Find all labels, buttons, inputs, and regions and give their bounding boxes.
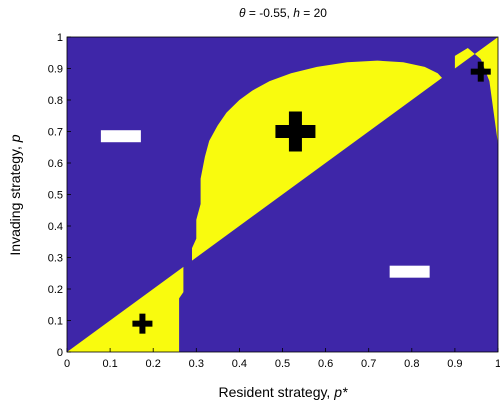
title-h-value: = 20 — [300, 6, 327, 20]
x-tick-label: 0.6 — [318, 358, 333, 370]
plus-marker — [275, 111, 316, 152]
y-tick-label: 0 — [57, 347, 63, 359]
x-tick-label: 0.7 — [361, 358, 376, 370]
y-tick-label: 0.5 — [48, 190, 63, 202]
annotations — [100, 61, 491, 334]
title-theta-symbol: θ — [239, 6, 246, 20]
plus-marker — [132, 313, 153, 334]
y-axis-ticks: 0 0.1 0.2 0.3 0.4 0.5 0.6 0.7 0.8 0.9 1 — [48, 32, 71, 359]
x-tick-label: 0 — [64, 358, 70, 370]
positive-region-upper-right — [454, 37, 498, 145]
minus-marker — [389, 265, 430, 278]
x-tick-label: 0.1 — [102, 358, 117, 370]
chart-title: θ = -0.55, h = 20 — [239, 6, 327, 20]
minus-marker — [100, 130, 141, 143]
x-tick-label: 0.3 — [189, 358, 204, 370]
y-tick-label: 0.6 — [48, 158, 63, 170]
y-tick-label: 1 — [57, 32, 63, 44]
y-tick-label: 0.3 — [48, 253, 63, 265]
y-axis-label-symbol: p — [7, 134, 23, 143]
x-axis-label-symbol: p* — [333, 384, 348, 400]
x-tick-label: 0.5 — [275, 358, 290, 370]
positive-region-lower-left — [67, 266, 184, 352]
x-tick-label: 0.4 — [232, 358, 247, 370]
x-axis-label: Resident strategy, p* — [219, 384, 348, 400]
x-axis-label-text: Resident strategy, — [219, 384, 335, 400]
x-tick-label: 0.9 — [447, 358, 462, 370]
x-tick-label: 1 — [495, 358, 500, 370]
title-h-symbol: h — [293, 6, 300, 20]
title-theta-value: = -0.55, — [246, 6, 294, 20]
y-tick-label: 0.7 — [48, 127, 63, 139]
y-tick-label: 0.4 — [48, 221, 63, 233]
y-tick-label: 0.1 — [48, 316, 63, 328]
x-tick-label: 0.2 — [146, 358, 161, 370]
plus-marker — [470, 61, 491, 82]
y-axis-label-text: Invading strategy, — [7, 142, 23, 255]
y-tick-label: 0.9 — [48, 64, 63, 76]
x-axis-ticks: 0 0.1 0.2 0.3 0.4 0.5 0.6 0.7 0.8 0.9 1 — [64, 348, 500, 370]
y-tick-label: 0.2 — [48, 284, 63, 296]
y-axis-label: Invading strategy, p — [7, 134, 23, 255]
positive-region-center — [192, 60, 442, 261]
y-tick-label: 0.8 — [48, 95, 63, 107]
plot-area — [66, 36, 499, 353]
x-tick-label: 0.8 — [404, 358, 419, 370]
